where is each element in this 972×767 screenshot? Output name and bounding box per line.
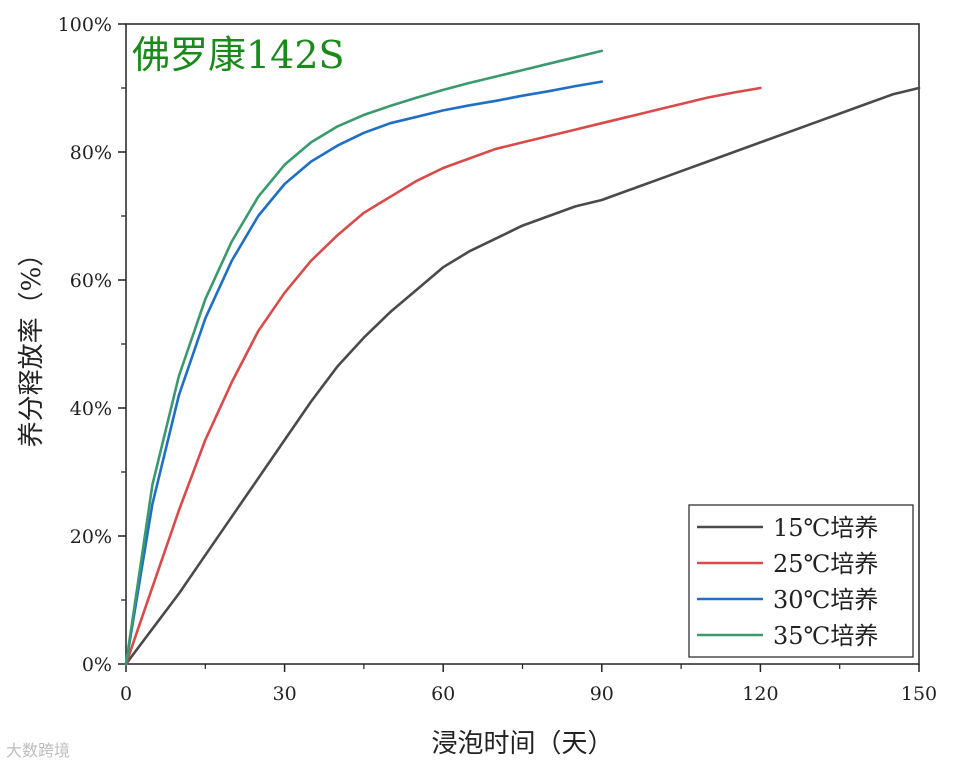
legend-box	[688, 504, 914, 658]
y-tick-label: 40%	[70, 398, 112, 420]
series-line	[124, 86, 921, 666]
x-axis-title: 浸泡时间（天）	[431, 729, 613, 759]
y-tick-label: 100%	[58, 14, 112, 36]
x-tick-label: 0	[120, 683, 132, 705]
series-line	[124, 86, 762, 666]
watermark: 大数跨境	[6, 741, 71, 760]
x-tick-label: 150	[901, 683, 937, 705]
y-axis-title: 养分释放率（%）	[17, 241, 47, 448]
legend-label: 15℃培养	[773, 514, 878, 542]
legend-label: 35℃培养	[773, 622, 878, 650]
legend: 15℃培养 25℃培养 30℃培养 35℃培养	[688, 504, 914, 658]
x-tick-label: 90	[590, 683, 614, 705]
series-line	[124, 49, 604, 666]
y-tick-label: 20%	[70, 526, 112, 548]
chart-title: 佛罗康142S	[132, 33, 345, 77]
y-tick-label: 0%	[82, 654, 112, 676]
x-tick-label: 30	[273, 683, 297, 705]
x-tick-label: 120	[742, 683, 778, 705]
x-tick-label: 60	[431, 683, 455, 705]
series-line	[124, 80, 604, 666]
y-tick-label: 60%	[70, 270, 112, 292]
y-tick-label: 80%	[70, 142, 112, 164]
legend-label: 25℃培养	[773, 550, 878, 578]
legend-label: 30℃培养	[773, 586, 878, 614]
